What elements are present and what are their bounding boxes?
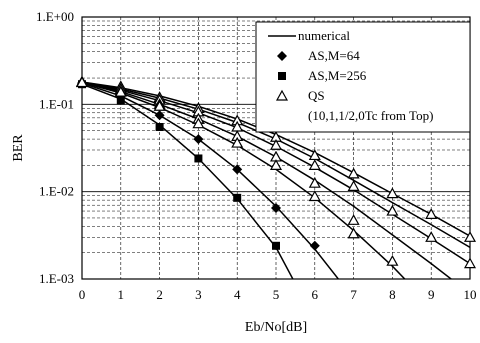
legend-marker-triangle <box>275 89 289 101</box>
y-tick-label: 1.E-03 <box>39 271 74 286</box>
legend-diamond-shape <box>277 51 287 61</box>
plot-frame <box>81 16 471 280</box>
marker-triangle <box>308 190 321 202</box>
legend-square-shape <box>278 72 286 80</box>
marker-square <box>194 154 203 163</box>
legend-marker-square <box>278 72 286 80</box>
numerical-curve <box>82 81 406 279</box>
data-markers <box>75 75 477 269</box>
marker-triangle <box>269 159 283 170</box>
marker-triangle <box>425 208 438 219</box>
x-tick-label: 5 <box>273 287 280 302</box>
marker-square <box>233 193 242 202</box>
y-tick-label: 1.E+00 <box>36 9 74 24</box>
legend-triangle-shape <box>275 89 289 101</box>
y-tick-label: 1.E-01 <box>39 96 74 111</box>
y-tick-labels: 1.E+00 1.E-01 1.E-02 1.E-03 <box>36 9 74 286</box>
x-tick-label: 6 <box>312 287 319 302</box>
marker-triangle <box>386 187 399 199</box>
legend-label-qs: QS <box>308 88 325 103</box>
legend-label-as-m256: AS,M=256 <box>308 68 367 83</box>
x-tick-label: 2 <box>156 287 163 302</box>
marker-triangle <box>308 159 321 170</box>
legend: numerical AS,M=64 AS,M=256 QS (10,1,1/2,… <box>255 21 471 133</box>
marker-diamond <box>154 110 165 121</box>
y-tick-label: 1.E-02 <box>39 184 74 199</box>
marker-triangle <box>192 117 205 129</box>
x-tick-label: 8 <box>389 287 396 302</box>
x-tick-label: 4 <box>234 287 241 302</box>
legend-label-as-m64: AS,M=64 <box>308 48 360 63</box>
marker-diamond <box>309 240 320 251</box>
marker-triangle <box>386 204 399 216</box>
marker-triangle <box>347 214 360 225</box>
marker-triangle <box>114 85 127 97</box>
x-tick-labels: 0 1 2 3 4 5 6 7 8 9 10 <box>79 287 477 302</box>
y-axis-label: BER <box>11 134 26 162</box>
marker-triangle <box>75 76 89 88</box>
x-tick-label: 10 <box>464 287 477 302</box>
marker-triangle <box>153 100 166 111</box>
legend-box <box>255 21 471 133</box>
marker-diamond <box>232 164 243 175</box>
marker-triangle <box>308 176 321 188</box>
marker-triangle <box>347 167 360 179</box>
marker-triangle <box>347 227 360 239</box>
marker-triangle <box>386 254 399 266</box>
x-tick-label: 7 <box>350 287 357 302</box>
x-tick-label: 9 <box>428 287 435 302</box>
x-axis-label: Eb/No[dB] <box>245 320 307 335</box>
x-tick-label: 0 <box>79 287 86 302</box>
marker-square <box>155 123 164 132</box>
marker-square <box>272 241 280 250</box>
marker-diamond <box>271 203 281 214</box>
marker-diamond <box>193 134 204 145</box>
marker-square <box>116 96 125 105</box>
marker-triangle <box>463 257 477 269</box>
marker-triangle <box>347 180 360 191</box>
x-tick-label: 1 <box>118 287 125 302</box>
legend-marker-diamond <box>277 51 287 61</box>
marker-triangle <box>463 231 477 242</box>
marker-triangle <box>231 136 244 148</box>
marker-triangle <box>269 139 283 150</box>
legend-label-numerical: numerical <box>298 28 350 43</box>
legend-label-qs-params: (10,1,1/2,0Tc from Top) <box>308 108 433 123</box>
x-tick-label: 3 <box>195 287 202 302</box>
marker-triangle <box>425 231 438 242</box>
